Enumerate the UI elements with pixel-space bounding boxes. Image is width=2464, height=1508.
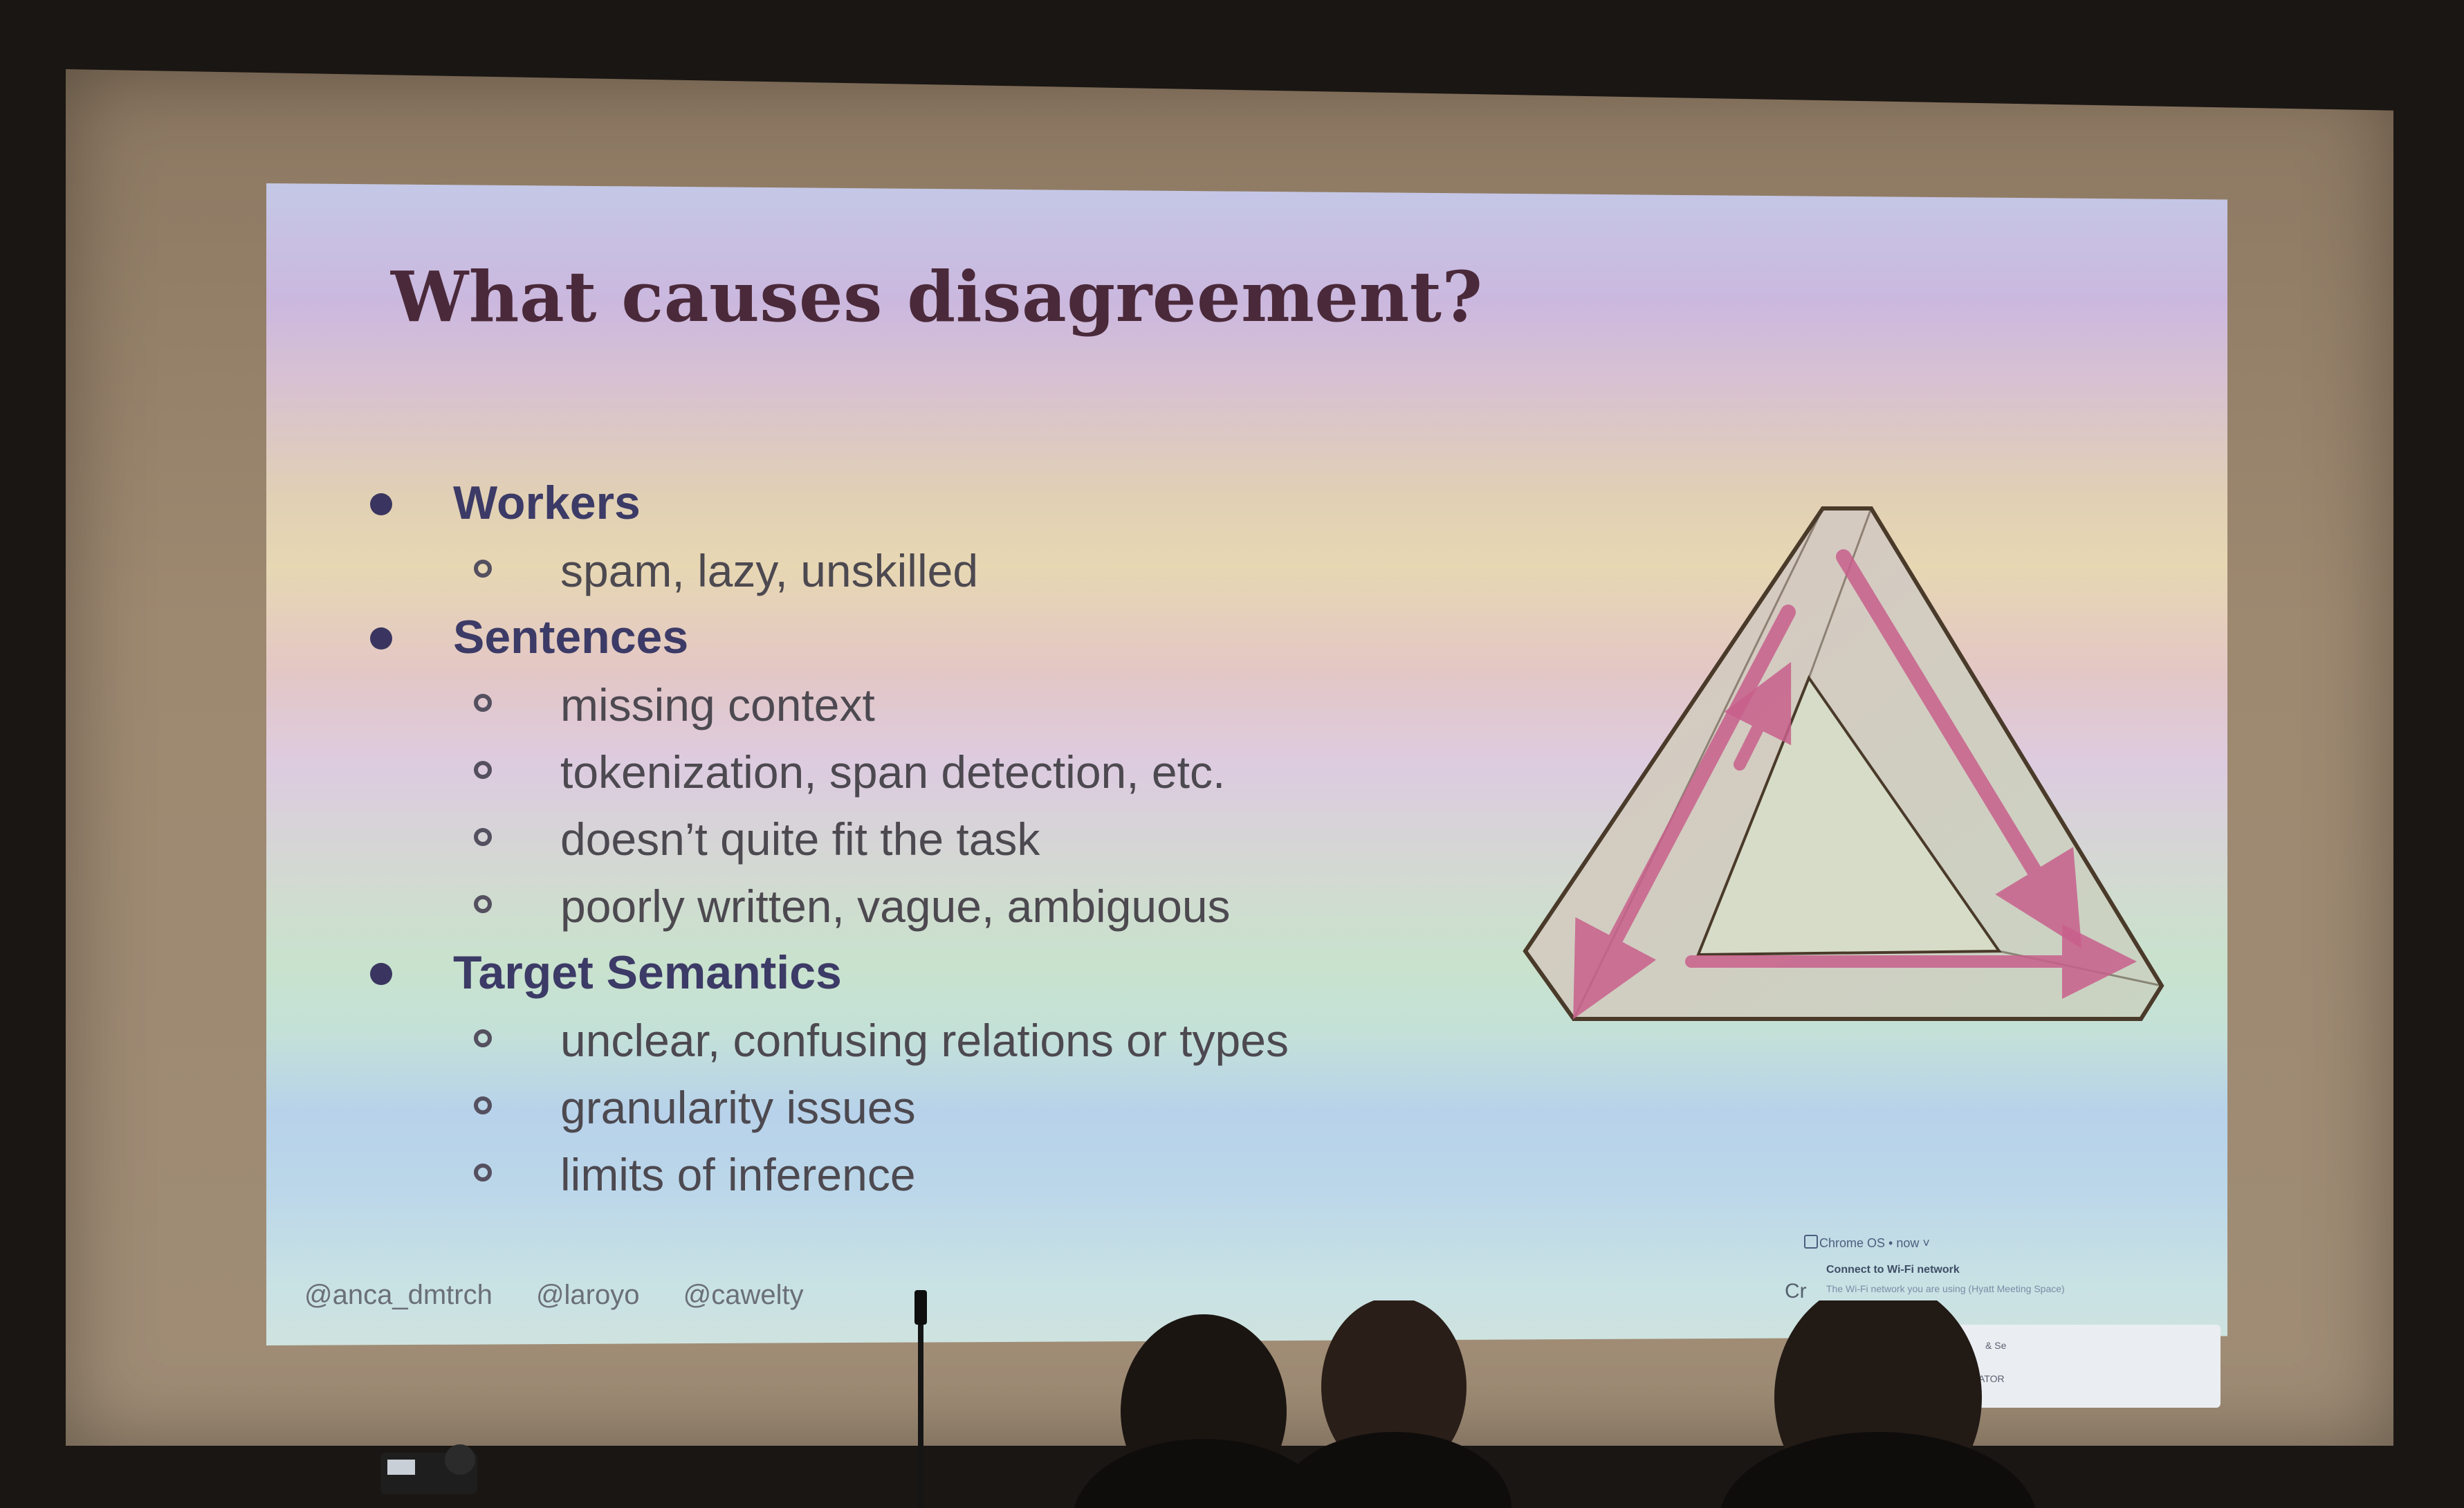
bullet-target-semantics: Target Semantics [370,940,1684,1007]
microphone-stand-icon [914,1290,927,1508]
notification-subtitle: Connect to Wi-Fi network [1826,1264,1960,1276]
footer-handle: @cawelty [683,1280,804,1310]
hollow-bullet-icon [474,1096,492,1114]
bullet-heading: Sentences [453,611,689,663]
sub-bullet: spam, lazy, unskilled [370,537,1684,605]
chrome-os-icon [1804,1235,1818,1249]
bullet-heading: Target Semantics [453,946,842,999]
sub-bullet: doesn’t quite fit the task [370,806,1684,873]
footer-handle: @anca_dmtrch [304,1280,493,1310]
hollow-bullet-icon [474,694,492,712]
sub-bullet-text: unclear, confusing relations or types [560,1015,1289,1066]
hollow-bullet-icon [474,560,492,578]
slide-footer: @anca_dmtrch @laroyo @cawelty [304,1280,844,1311]
bullet-sentences: Sentences [370,605,1684,672]
audience-heads [1074,1300,2036,1508]
sub-bullet: poorly written, vague, ambiguous [370,873,1684,940]
sub-bullet: tokenization, span detection, etc. [370,739,1684,806]
sub-bullet: granularity issues [370,1074,1684,1141]
sub-bullet-text: spam, lazy, unskilled [560,545,979,596]
sub-bullet: unclear, confusing relations or types [370,1007,1684,1074]
sub-bullet-text: poorly written, vague, ambiguous [560,881,1231,932]
presentation-slide: What causes disagreement? Workers spam, … [266,183,2227,1345]
camera-icon [380,1444,477,1494]
sub-bullet-text: granularity issues [560,1082,916,1133]
sub-bullet: missing context [370,672,1684,739]
bullet-dot-icon [370,627,392,650]
bullet-heading: Workers [453,477,641,529]
hollow-bullet-icon [474,761,492,779]
hollow-bullet-icon [474,1164,492,1181]
bullet-dot-icon [370,963,392,985]
slide-title: What causes disagreement? [391,256,1483,338]
bullet-list: Workers spam, lazy, unskilled Sentences … [370,470,1684,1208]
hollow-bullet-icon [474,828,492,846]
sub-bullet-text: missing context [560,679,875,730]
bullet-dot-icon [370,493,392,515]
wifi-notification[interactable]: Chrome OS • now ˅ Cr Connect to Wi-Fi ne… [1785,1221,2200,1318]
panel-text: ATOR [1978,1373,2005,1384]
hollow-bullet-icon [474,895,492,913]
triangle-of-disagreement-icon [1523,506,2164,1021]
footer-handle: @laroyo [535,1280,640,1310]
notification-title: Chrome OS • now ˅ [1819,1236,1930,1250]
notification-body: The Wi-Fi network you are using (Hyatt M… [1826,1283,2065,1294]
sub-bullet-text: doesn’t quite fit the task [560,813,1040,865]
bullet-workers: Workers [370,470,1684,537]
hollow-bullet-icon [474,1029,492,1047]
panel-text: & Se [1985,1340,2007,1351]
sub-bullet-text: limits of inference [560,1149,916,1200]
sub-bullet-text: tokenization, span detection, etc. [560,746,1226,798]
chrome-app-icon: Cr [1785,1280,1807,1303]
sub-bullet: limits of inference [370,1141,1684,1208]
